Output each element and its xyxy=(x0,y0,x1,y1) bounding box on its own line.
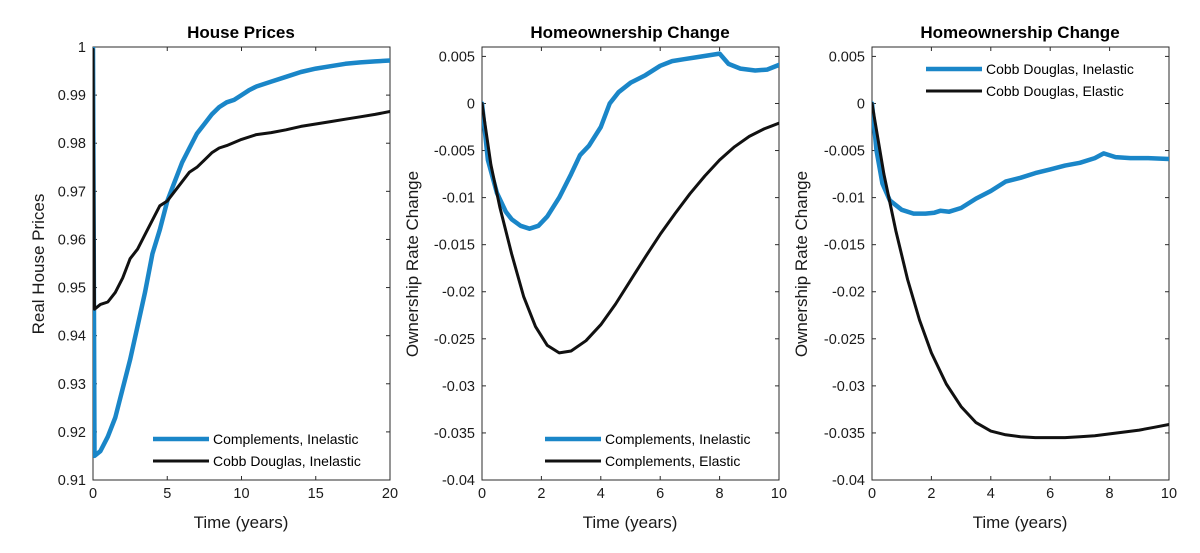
y-tick-label: -0.025 xyxy=(434,332,475,348)
legend-label: Complements, Inelastic xyxy=(605,431,751,447)
y-tick-label: 0.91 xyxy=(58,473,86,489)
legend-label: Complements, Inelastic xyxy=(213,431,359,447)
series-line-1 xyxy=(482,51,779,231)
x-tick-label: 8 xyxy=(716,486,724,502)
x-tick-label: 6 xyxy=(1046,486,1054,502)
panel-3-title: Homeownership Change xyxy=(920,23,1119,42)
legend-label: Complements, Elastic xyxy=(605,453,740,469)
plot-frame xyxy=(92,46,391,481)
y-tick-label: -0.005 xyxy=(434,144,475,160)
y-tick-label: 0.98 xyxy=(58,136,86,152)
y-tick-label: -0.03 xyxy=(832,379,865,395)
x-tick-label: 4 xyxy=(597,486,605,502)
series-line-2 xyxy=(93,47,390,311)
y-tick-label: 0.97 xyxy=(58,184,86,200)
y-tick-label: -0.04 xyxy=(442,473,475,489)
y-tick-label: 1 xyxy=(78,40,86,56)
y-tick-label: 0.93 xyxy=(58,377,86,393)
y-tick-label: 0.005 xyxy=(439,49,475,65)
panel-2-ylabel: Ownership Rate Change xyxy=(403,171,422,357)
series-line-2 xyxy=(482,102,779,355)
x-tick-label: 2 xyxy=(537,486,545,502)
legend-label: Cobb Douglas, Inelastic xyxy=(986,61,1134,77)
panel-2-title: Homeownership Change xyxy=(530,23,729,42)
y-tick-label: 0.94 xyxy=(58,329,86,345)
x-tick-label: 4 xyxy=(987,486,995,502)
x-tick-label: 0 xyxy=(89,486,97,502)
y-tick-label: -0.01 xyxy=(442,191,475,207)
x-tick-label: 5 xyxy=(163,486,171,502)
panel-2-xlabel: Time (years) xyxy=(583,513,678,532)
x-tick-label: 20 xyxy=(382,486,398,502)
x-tick-label: 6 xyxy=(656,486,664,502)
panel-3-ylabel: Ownership Rate Change xyxy=(792,171,811,357)
legend-label: Cobb Douglas, Inelastic xyxy=(213,453,361,469)
x-tick-label: 10 xyxy=(1161,486,1177,502)
y-tick-label: -0.035 xyxy=(824,426,865,442)
series-line-1 xyxy=(93,47,390,459)
panel-1-title: House Prices xyxy=(187,23,295,42)
x-tick-label: 10 xyxy=(233,486,249,502)
y-tick-label: 0 xyxy=(857,96,865,112)
y-tick-label: -0.035 xyxy=(434,426,475,442)
y-tick-label: 0.92 xyxy=(58,425,86,441)
y-tick-label: 0 xyxy=(467,96,475,112)
panel-homeownership-complements: Homeownership Change Time (years) Owners… xyxy=(403,23,787,532)
panel-3-xlabel: Time (years) xyxy=(973,513,1068,532)
x-tick-label: 8 xyxy=(1106,486,1114,502)
series-line-1 xyxy=(872,101,1169,216)
plot-frame xyxy=(481,46,780,481)
y-tick-label: -0.04 xyxy=(832,473,865,489)
panel-1-ylabel: Real House Prices xyxy=(29,194,48,335)
y-tick-label: -0.02 xyxy=(442,285,475,301)
x-tick-label: 15 xyxy=(308,486,324,502)
y-tick-label: -0.005 xyxy=(824,144,865,160)
plot-frame xyxy=(871,46,1170,481)
y-tick-label: -0.015 xyxy=(434,238,475,254)
y-tick-label: -0.025 xyxy=(824,332,865,348)
x-tick-label: 10 xyxy=(771,486,787,502)
legend-label: Cobb Douglas, Elastic xyxy=(986,83,1124,99)
x-tick-label: 0 xyxy=(868,486,876,502)
y-tick-label: 0.99 xyxy=(58,88,86,104)
y-tick-label: -0.015 xyxy=(824,238,865,254)
series-line-2 xyxy=(872,102,1169,440)
y-tick-label: 0.005 xyxy=(829,49,865,65)
y-tick-label: -0.03 xyxy=(442,379,475,395)
y-tick-label: 0.95 xyxy=(58,281,86,297)
panel-1-xlabel: Time (years) xyxy=(194,513,289,532)
x-tick-label: 0 xyxy=(478,486,486,502)
y-tick-label: -0.01 xyxy=(832,191,865,207)
y-tick-label: -0.02 xyxy=(832,285,865,301)
y-tick-label: 0.96 xyxy=(58,232,86,248)
panel-homeownership-cobb-douglas: Homeownership Change Time (years) Owners… xyxy=(792,23,1177,532)
panel-house-prices: House Prices Time (years) Real House Pri… xyxy=(29,23,398,532)
x-tick-label: 2 xyxy=(927,486,935,502)
